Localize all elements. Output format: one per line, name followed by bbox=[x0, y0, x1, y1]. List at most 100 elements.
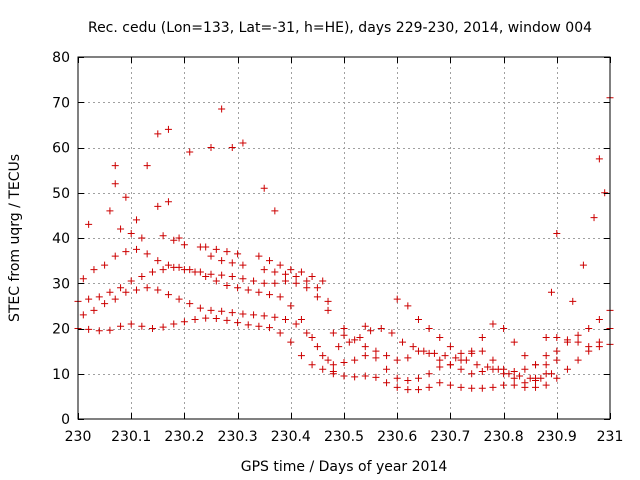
data-point bbox=[351, 373, 359, 381]
y-tick-label: 20 bbox=[52, 322, 70, 338]
data-point bbox=[85, 220, 93, 228]
data-point bbox=[319, 352, 327, 360]
data-point bbox=[404, 377, 412, 385]
data-point bbox=[106, 207, 114, 215]
y-tick-labels: 0 10 20 30 40 50 60 70 80 bbox=[52, 50, 70, 428]
data-point bbox=[452, 354, 460, 362]
data-point bbox=[457, 383, 465, 391]
data-point bbox=[223, 248, 231, 256]
data-point bbox=[590, 214, 598, 222]
data-point bbox=[260, 184, 268, 192]
data-point bbox=[196, 304, 204, 312]
data-point bbox=[313, 343, 321, 351]
data-point bbox=[383, 365, 391, 373]
data-point bbox=[500, 325, 508, 332]
data-point bbox=[111, 252, 119, 260]
data-point bbox=[239, 139, 247, 147]
data-point bbox=[292, 272, 300, 280]
data-point bbox=[489, 320, 497, 328]
data-point bbox=[218, 105, 226, 113]
data-point bbox=[553, 347, 561, 355]
data-point bbox=[574, 331, 582, 339]
data-point bbox=[281, 277, 289, 285]
data-point bbox=[186, 148, 194, 156]
data-point bbox=[292, 320, 300, 328]
data-point bbox=[351, 356, 359, 364]
data-point bbox=[287, 266, 295, 274]
data-point bbox=[148, 268, 156, 276]
data-point bbox=[457, 365, 465, 373]
data-point bbox=[414, 374, 422, 382]
data-point bbox=[154, 202, 162, 210]
data-point bbox=[489, 356, 497, 364]
data-point bbox=[154, 130, 162, 138]
data-point bbox=[542, 361, 550, 369]
data-point bbox=[159, 266, 167, 274]
data-point bbox=[207, 270, 215, 278]
data-point bbox=[436, 379, 444, 387]
data-point bbox=[106, 326, 114, 334]
data-point bbox=[154, 257, 162, 265]
data-point bbox=[148, 325, 156, 332]
data-point bbox=[175, 295, 183, 303]
data-point bbox=[484, 363, 492, 371]
data-point bbox=[250, 311, 258, 319]
data-point bbox=[234, 319, 242, 327]
data-point bbox=[271, 268, 279, 276]
data-point bbox=[351, 336, 359, 344]
data-point bbox=[553, 334, 561, 342]
data-point bbox=[510, 338, 518, 346]
data-point bbox=[430, 349, 438, 357]
data-point bbox=[271, 279, 279, 287]
data-point bbox=[170, 320, 178, 328]
data-point bbox=[202, 314, 210, 322]
data-point bbox=[313, 284, 321, 292]
data-point bbox=[186, 300, 194, 308]
y-tick-label: 0 bbox=[61, 412, 70, 428]
data-point bbox=[563, 365, 571, 373]
data-point bbox=[138, 272, 146, 280]
x-tick-label: 230.4 bbox=[271, 429, 311, 445]
chart-title: Rec. cedu (Lon=133, Lat=-31, h=HE), days… bbox=[88, 20, 592, 36]
data-point bbox=[601, 189, 609, 197]
data-point bbox=[90, 306, 98, 314]
data-point bbox=[425, 325, 433, 332]
data-point bbox=[239, 261, 247, 269]
data-point bbox=[218, 257, 226, 265]
data-point bbox=[85, 295, 93, 303]
data-point bbox=[388, 329, 396, 337]
data-point bbox=[532, 374, 540, 382]
data-point bbox=[111, 180, 119, 188]
data-point bbox=[324, 356, 332, 364]
data-point bbox=[239, 275, 247, 283]
data-point bbox=[101, 261, 109, 269]
data-point bbox=[297, 315, 305, 323]
data-point bbox=[579, 261, 587, 269]
data-point bbox=[276, 261, 284, 269]
data-point bbox=[585, 325, 593, 332]
data-points bbox=[74, 94, 614, 394]
data-point bbox=[175, 234, 183, 242]
data-point bbox=[404, 354, 412, 362]
data-point bbox=[409, 343, 417, 351]
data-point bbox=[143, 284, 151, 292]
data-point bbox=[218, 271, 226, 279]
data-point bbox=[212, 277, 220, 285]
data-point bbox=[260, 266, 268, 274]
data-point bbox=[281, 315, 289, 323]
data-point bbox=[117, 284, 125, 292]
data-point bbox=[393, 374, 401, 382]
data-point bbox=[276, 293, 284, 301]
data-point bbox=[212, 245, 220, 253]
data-point bbox=[228, 309, 236, 317]
data-point bbox=[164, 198, 172, 206]
data-point bbox=[212, 315, 220, 323]
x-tick-label: 230.3 bbox=[218, 429, 258, 445]
data-point bbox=[266, 324, 274, 332]
data-point bbox=[133, 245, 141, 253]
data-point bbox=[223, 316, 231, 324]
data-point bbox=[574, 356, 582, 364]
data-point bbox=[218, 307, 226, 315]
